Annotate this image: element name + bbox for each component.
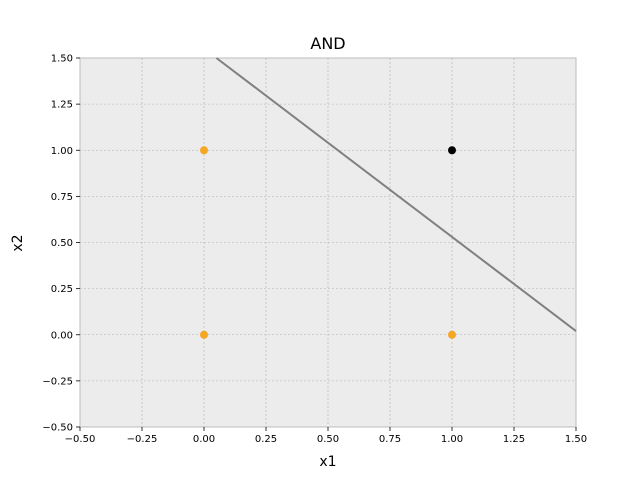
x-tick-label: 0.25 <box>255 434 277 445</box>
data-point <box>200 330 208 339</box>
y-tick-label: 0.50 <box>51 238 73 249</box>
x-axis-label: x1 <box>319 454 336 470</box>
data-point <box>448 146 456 155</box>
x-tick-label: −0.50 <box>65 434 96 445</box>
x-tick-label: 0.00 <box>193 434 215 445</box>
series <box>200 57 577 339</box>
x-ticks: −0.50 −0.25 0.00 0.25 0.50 0.75 1.00 1.25 1.50 <box>65 427 587 445</box>
y-ticks: −0.50 −0.25 0.00 0.25 0.50 0.75 1.00 1.25 1.50 <box>42 54 80 434</box>
x-tick-label: −0.25 <box>127 434 158 445</box>
data-point <box>448 330 456 339</box>
y-tick-label: 0.75 <box>51 192 73 203</box>
data-point <box>200 146 208 155</box>
x-tick-label: 1.00 <box>441 434 463 445</box>
x-tick-label: 0.50 <box>317 434 339 445</box>
y-tick-label: 0.00 <box>51 330 73 341</box>
y-tick-label: 1.50 <box>51 54 73 65</box>
y-tick-label: −0.25 <box>42 376 73 387</box>
x-tick-label: 1.25 <box>503 434 525 445</box>
y-tick-label: 0.25 <box>51 284 73 295</box>
decision-boundary-line <box>215 57 577 332</box>
x-tick-label: 1.50 <box>565 434 587 445</box>
y-tick-label: 1.00 <box>51 146 73 157</box>
chart-title: AND <box>310 34 345 53</box>
y-axis-label: x2 <box>10 234 26 251</box>
y-tick-label: 1.25 <box>51 100 73 111</box>
y-tick-label: −0.50 <box>42 423 73 434</box>
grid <box>79 57 577 428</box>
x-tick-label: 0.75 <box>379 434 401 445</box>
